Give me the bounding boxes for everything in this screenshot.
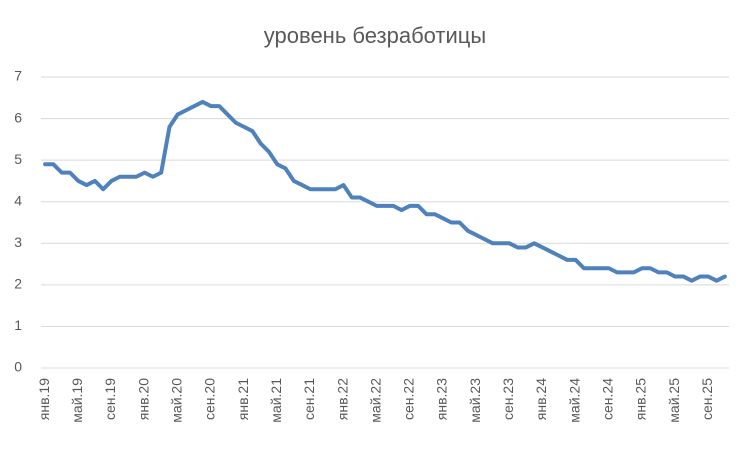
x-tick-label: май.22 <box>367 378 383 423</box>
y-tick-label: 0 <box>14 359 22 375</box>
x-tick-label: янв.19 <box>36 378 52 420</box>
x-tick-label: май.19 <box>69 378 85 423</box>
x-tick-label: сен.20 <box>202 378 218 420</box>
line-series <box>43 99 727 283</box>
y-tick-label: 7 <box>14 68 22 84</box>
y-tick-label: 5 <box>14 151 22 167</box>
y-tick-label: 3 <box>14 234 22 250</box>
x-tick-label: янв.21 <box>235 378 251 420</box>
y-tick-label: 6 <box>14 109 22 125</box>
x-tick-label: май.23 <box>467 378 483 423</box>
x-tick-label: янв.23 <box>434 378 450 420</box>
x-tick-label: янв.22 <box>334 378 350 420</box>
x-tick-label: май.25 <box>666 378 682 423</box>
x-tick-label: май.20 <box>168 378 184 423</box>
x-tick-label: янв.24 <box>533 378 549 420</box>
x-tick-label: сен.23 <box>500 378 516 420</box>
x-tick-label: сен.21 <box>301 378 317 420</box>
x-tick-label: сен.25 <box>699 378 715 420</box>
x-tick-label: янв.20 <box>135 378 151 420</box>
x-tick-label: сен.24 <box>600 378 616 420</box>
y-tick-label: 1 <box>14 317 22 333</box>
x-tick-label: сен.22 <box>401 378 417 420</box>
y-tick-label: 2 <box>14 276 22 292</box>
x-tick-label: май.24 <box>566 378 582 423</box>
x-tick-label: янв.25 <box>633 378 649 420</box>
x-tick-label: сен.19 <box>102 378 118 420</box>
y-tick-label: 4 <box>14 192 22 208</box>
chart-title: уровень безработицы <box>264 23 486 48</box>
x-tick-label: май.21 <box>268 378 284 423</box>
